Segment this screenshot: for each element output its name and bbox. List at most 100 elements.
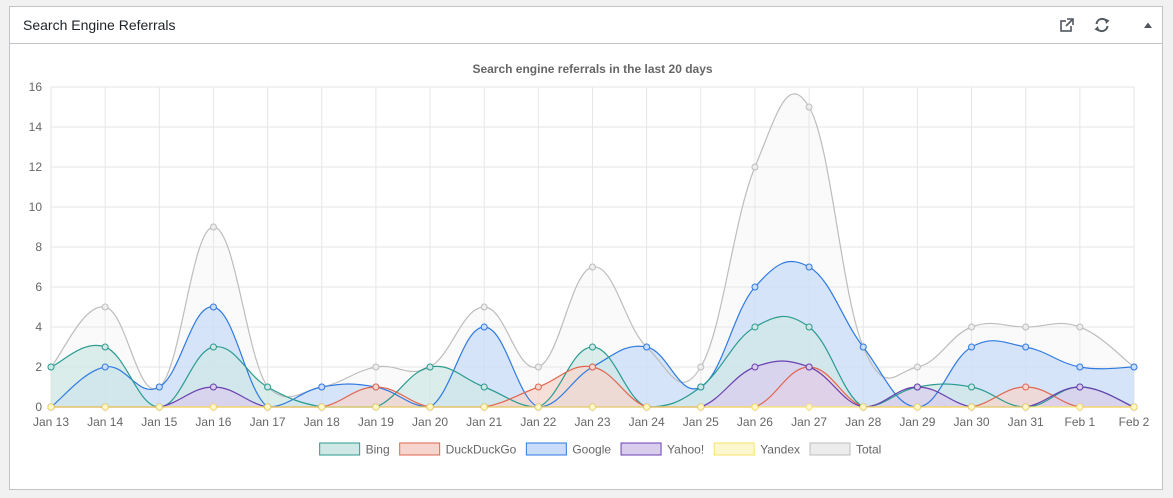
legend-swatch-yandex xyxy=(713,442,755,456)
x-tick-label: Jan 21 xyxy=(466,415,502,429)
data-point-bing xyxy=(480,383,488,391)
data-point-total xyxy=(805,103,813,111)
y-tick-label: 14 xyxy=(29,120,43,134)
data-point-bing xyxy=(697,383,705,391)
x-tick-label: Jan 30 xyxy=(954,415,990,429)
data-point-yandex xyxy=(155,403,163,411)
data-point-google xyxy=(318,383,326,391)
x-tick-label: Jan 14 xyxy=(87,415,123,429)
data-point-duckduckgo xyxy=(534,383,542,391)
data-point-google xyxy=(1076,363,1084,371)
legend-swatch-yahoo xyxy=(620,442,662,456)
x-tick-label: Jan 22 xyxy=(520,415,556,429)
data-point-bing xyxy=(264,383,272,391)
data-point-yandex xyxy=(209,403,217,411)
data-point-yahoo xyxy=(1076,383,1084,391)
data-point-duckduckgo xyxy=(372,383,380,391)
legend-label-google: Google xyxy=(572,443,611,457)
legend-swatch-bing xyxy=(319,442,361,456)
series-area-google xyxy=(51,261,1134,407)
data-point-google xyxy=(643,343,651,351)
data-point-yandex xyxy=(913,403,921,411)
legend-label-yandex: Yandex xyxy=(760,443,800,457)
data-point-total xyxy=(209,223,217,231)
x-tick-label: Jan 27 xyxy=(791,415,827,429)
data-point-yandex xyxy=(1022,403,1030,411)
data-point-yandex xyxy=(480,403,488,411)
data-point-total xyxy=(101,303,109,311)
x-tick-label: Jan 24 xyxy=(629,415,665,429)
data-point-yahoo xyxy=(751,363,759,371)
data-point-bing xyxy=(209,343,217,351)
data-point-total xyxy=(480,303,488,311)
x-tick-label: Jan 13 xyxy=(33,415,69,429)
refresh-icon[interactable] xyxy=(1093,16,1111,34)
data-point-yandex xyxy=(643,403,651,411)
data-point-yandex xyxy=(534,403,542,411)
data-point-yandex xyxy=(697,403,705,411)
data-point-total xyxy=(751,163,759,171)
data-point-yandex xyxy=(751,403,759,411)
data-point-yandex xyxy=(101,403,109,411)
data-point-total xyxy=(1022,323,1030,331)
x-tick-label: Jan 16 xyxy=(195,415,231,429)
data-point-google xyxy=(805,263,813,271)
data-point-total xyxy=(589,263,596,271)
data-point-google xyxy=(209,303,217,311)
data-point-total xyxy=(534,363,542,371)
widget-title: Search Engine Referrals xyxy=(23,17,176,33)
x-tick-label: Jan 15 xyxy=(141,415,177,429)
x-tick-label: Jan 18 xyxy=(304,415,340,429)
data-point-total xyxy=(968,323,976,331)
external-link-icon[interactable] xyxy=(1058,16,1076,34)
data-point-yandex xyxy=(968,403,976,411)
data-point-yandex xyxy=(426,403,434,411)
data-point-yandex xyxy=(372,403,380,411)
data-point-yandex xyxy=(1130,403,1138,411)
data-point-yahoo xyxy=(913,383,921,391)
data-point-google xyxy=(968,343,976,351)
x-tick-label: Feb 1 xyxy=(1065,415,1096,429)
data-point-yahoo xyxy=(805,363,813,371)
data-point-bing xyxy=(426,363,434,371)
data-point-total xyxy=(697,363,705,371)
data-point-bing xyxy=(805,323,813,331)
x-tick-label: Jan 28 xyxy=(845,415,881,429)
y-tick-label: 12 xyxy=(29,160,43,174)
data-point-bing xyxy=(968,383,976,391)
collapse-arrow-icon[interactable] xyxy=(1139,16,1157,34)
data-point-bing xyxy=(101,343,109,351)
x-tick-label: Feb 2 xyxy=(1119,415,1150,429)
data-point-yandex xyxy=(805,403,813,411)
data-point-google xyxy=(1022,343,1030,351)
data-point-yandex xyxy=(589,403,596,411)
data-point-bing xyxy=(751,323,759,331)
x-tick-label: Jan 19 xyxy=(358,415,394,429)
y-tick-label: 6 xyxy=(35,280,42,294)
legend-label-total: Total xyxy=(856,443,881,457)
data-point-bing xyxy=(47,363,55,371)
legend-swatch-duckduckgo xyxy=(399,442,441,456)
y-tick-label: 4 xyxy=(35,320,42,334)
data-point-google xyxy=(480,323,488,331)
y-tick-label: 2 xyxy=(35,360,42,374)
data-point-google xyxy=(101,363,109,371)
data-point-yandex xyxy=(264,403,272,411)
widget-header: Search Engine Referrals xyxy=(10,7,1162,44)
data-point-total xyxy=(913,363,921,371)
data-point-duckduckgo xyxy=(1022,383,1030,391)
x-tick-label: Jan 29 xyxy=(899,415,935,429)
y-tick-label: 16 xyxy=(29,80,43,94)
data-point-google xyxy=(751,283,759,291)
data-point-yandex xyxy=(318,403,326,411)
x-tick-label: Jan 20 xyxy=(412,415,448,429)
chart-area: Search engine referrals in the last 20 d… xyxy=(10,44,1162,489)
y-tick-label: 8 xyxy=(35,240,42,254)
series-area-duckduckgo xyxy=(51,366,1134,407)
series-line-google xyxy=(50,260,1135,408)
x-tick-label: Jan 17 xyxy=(250,415,286,429)
x-tick-label: Jan 25 xyxy=(683,415,719,429)
data-point-yandex xyxy=(859,403,867,411)
referrals-widget: Search Engine Referrals Search en xyxy=(9,6,1163,490)
legend-label-duckduckgo: DuckDuckGo xyxy=(446,443,517,457)
